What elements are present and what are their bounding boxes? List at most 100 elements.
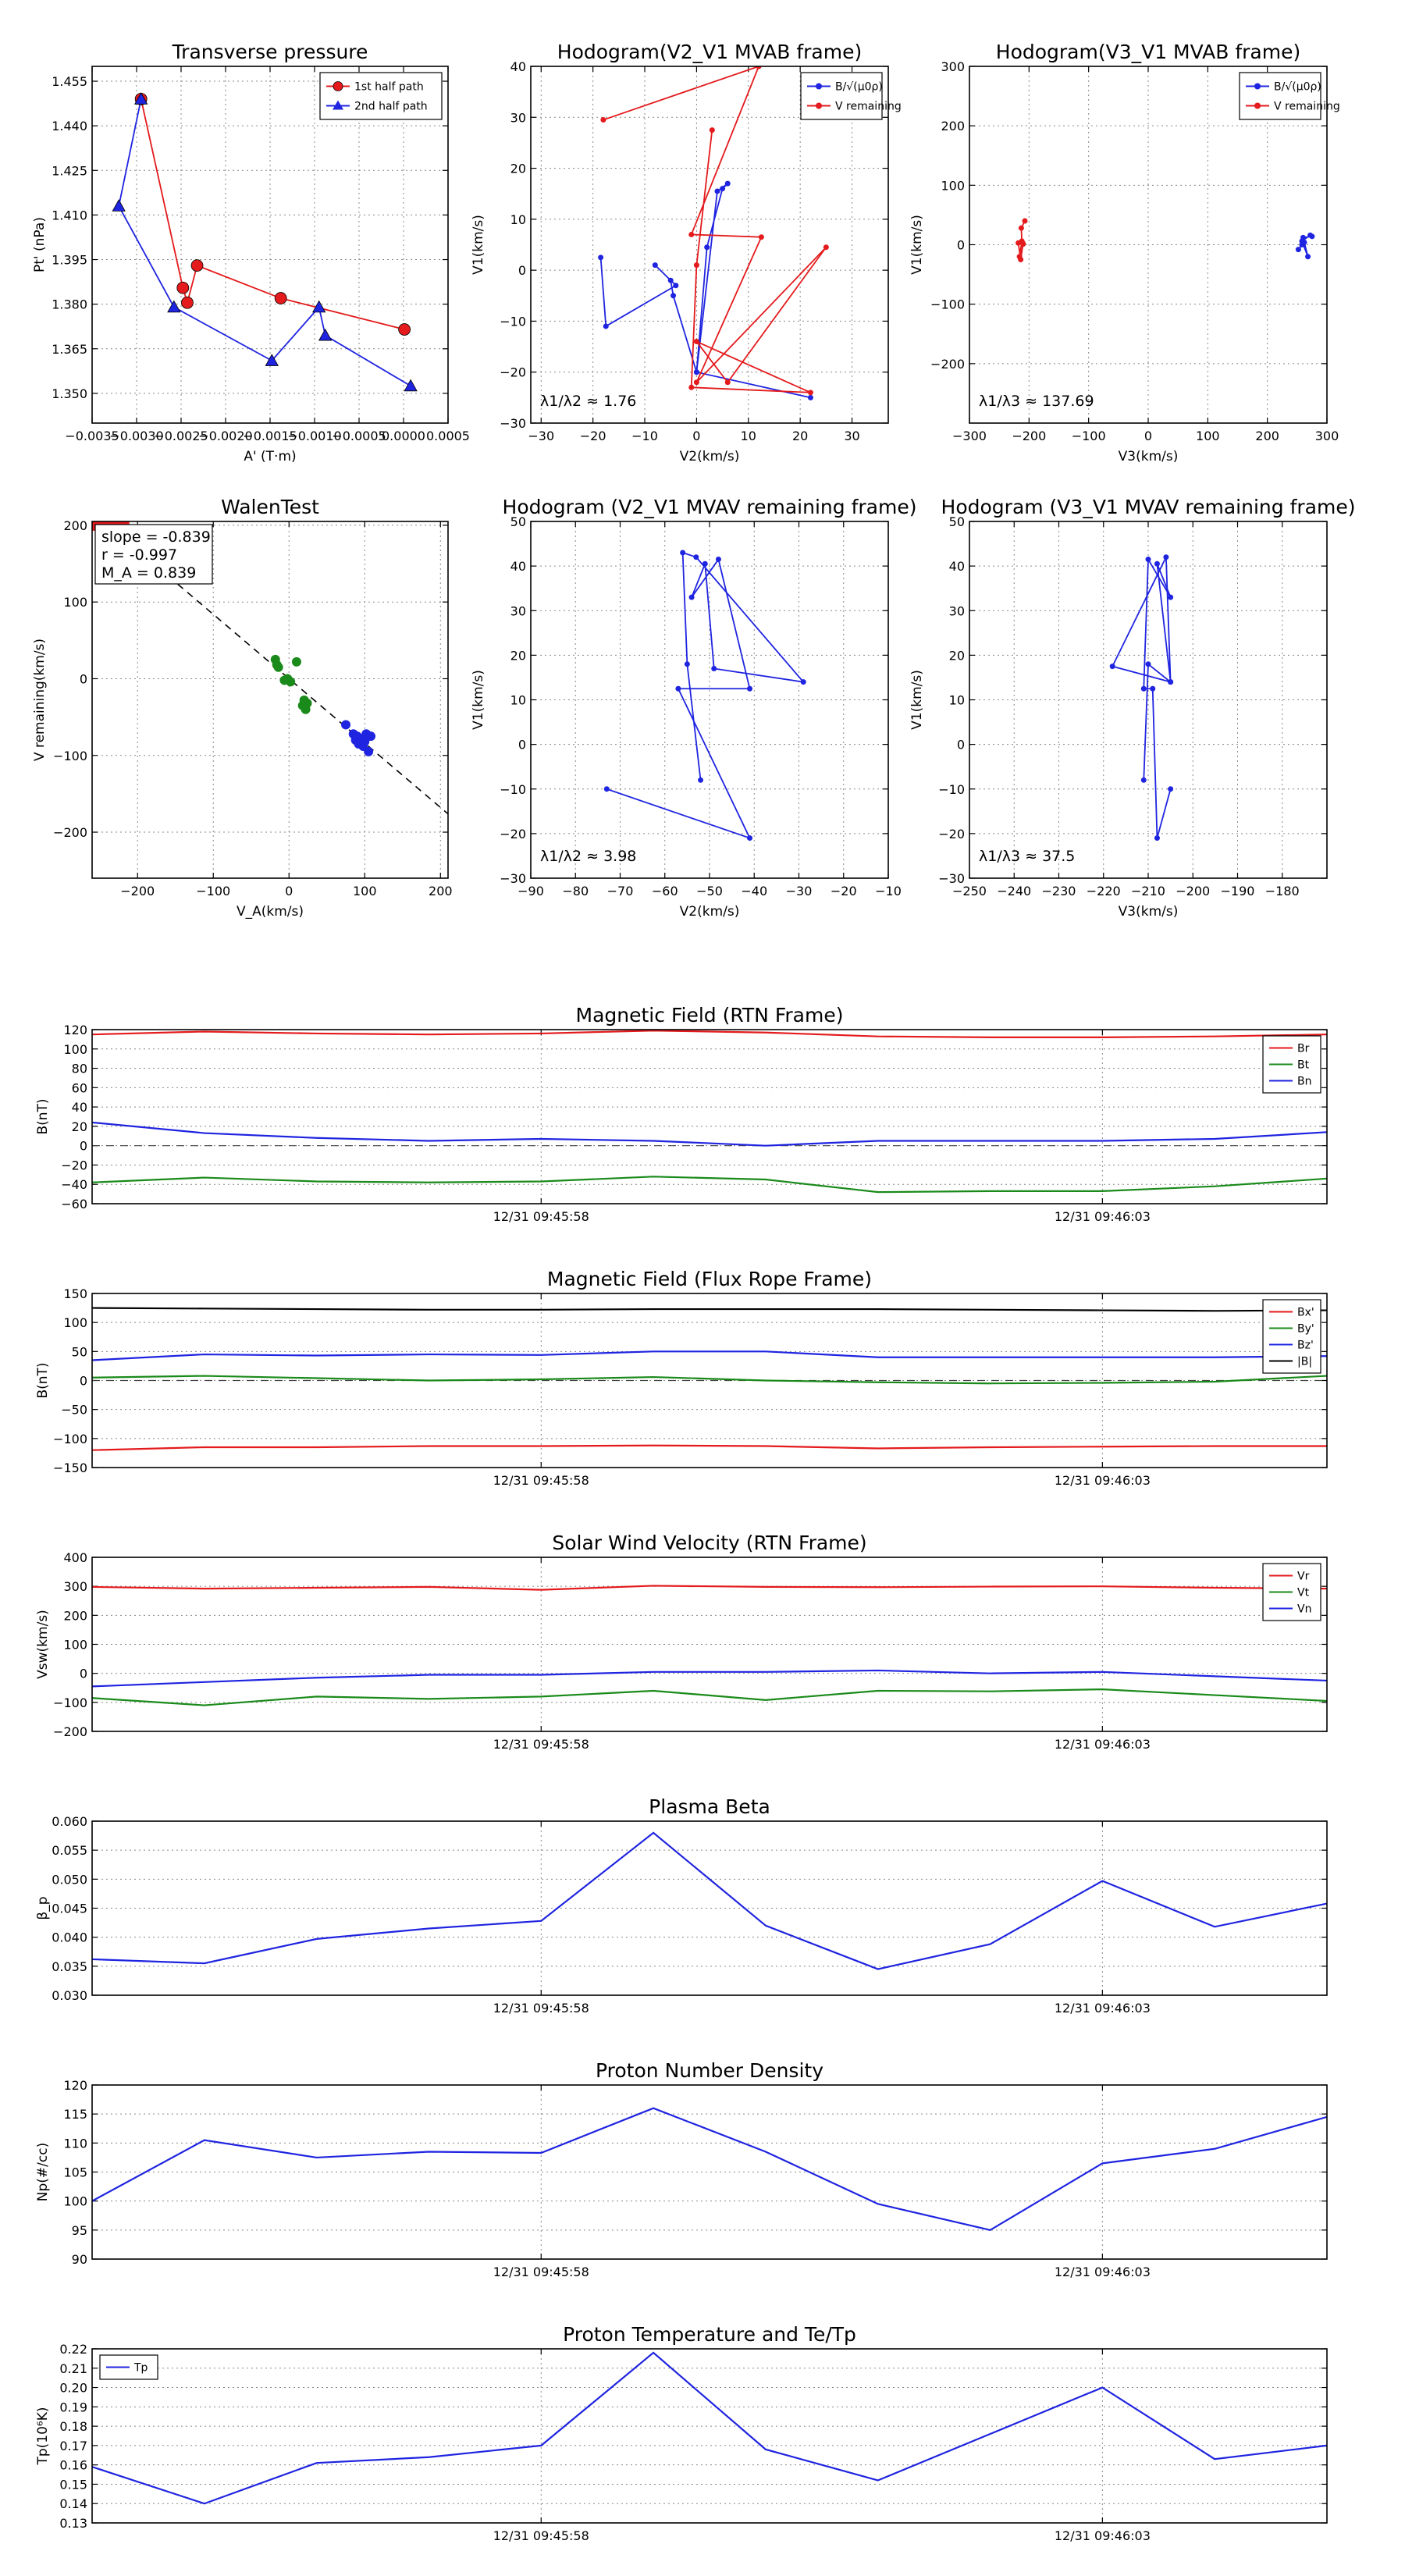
data-point xyxy=(720,186,726,192)
data-point xyxy=(1154,560,1160,567)
y-tick-label: 20 xyxy=(510,162,526,176)
series-line-Bt xyxy=(92,1176,1327,1194)
y-tick-label: −10 xyxy=(500,314,526,329)
data-point xyxy=(709,127,715,133)
data-point xyxy=(181,296,194,309)
ratio-annotation: λ1/λ3 ≈ 137.69 xyxy=(979,393,1094,410)
y-axis-label: Pt' (nPa) xyxy=(32,217,48,272)
y-tick-label: −10 xyxy=(500,782,526,797)
x-tick-label: −220 xyxy=(1087,884,1121,898)
x-tick-label: −300 xyxy=(952,429,987,443)
data-point xyxy=(1295,247,1301,253)
data-point xyxy=(312,300,326,313)
chart-title: Hodogram (V2_V1 MVAV remaining frame) xyxy=(503,496,917,518)
series-line-Bz' xyxy=(92,1350,1327,1361)
y-tick-label: 0.030 xyxy=(52,1988,87,2003)
y-tick-label: 30 xyxy=(510,603,526,618)
series-group xyxy=(1109,554,1174,841)
data-point xyxy=(724,180,731,187)
y-tick-label: 0.18 xyxy=(59,2419,87,2434)
data-point xyxy=(758,234,764,240)
y-tick-label: 0 xyxy=(80,1374,87,1389)
data-point xyxy=(747,835,753,841)
plot-frame xyxy=(530,521,889,879)
x-tick-label: 0 xyxy=(285,884,293,898)
data-point xyxy=(603,786,610,792)
plot-frame xyxy=(530,66,889,424)
fit-legend-text: M_A = 0.839 xyxy=(101,564,196,582)
y-tick-label: 50 xyxy=(949,514,965,529)
y-tick-label: −200 xyxy=(53,1724,87,1739)
gridlines xyxy=(92,1030,1327,1204)
y-tick-label: 100 xyxy=(63,1638,87,1653)
data-point xyxy=(1307,232,1314,238)
gridlines xyxy=(92,66,448,423)
data-point xyxy=(667,277,674,283)
data-point xyxy=(274,292,287,304)
data-point xyxy=(1140,777,1147,783)
y-tick-label: 40 xyxy=(510,559,526,574)
chart-bfr: 12/31 09:45:58 12/31 09:46:03 −150 −100 −50 0… xyxy=(35,1268,1328,1488)
data-point xyxy=(1140,685,1147,692)
x-tick-label: −80 xyxy=(562,884,589,898)
data-point xyxy=(688,594,695,600)
x-tick-label: 0 xyxy=(1144,429,1152,443)
y-tick-label: 200 xyxy=(63,518,87,533)
y-tick-label: 0.13 xyxy=(59,2516,87,2531)
data-point xyxy=(1299,238,1305,244)
series-group xyxy=(598,66,829,400)
y-tick-label: 0.21 xyxy=(59,2361,87,2376)
chart-title: Proton Number Density xyxy=(596,2059,823,2082)
data-point xyxy=(693,369,699,375)
legend-label: Br xyxy=(1297,1043,1310,1055)
data-point xyxy=(364,746,374,756)
data-point xyxy=(1018,257,1024,263)
series-group xyxy=(92,1585,1327,1706)
chart-title: Plasma Beta xyxy=(649,1795,770,1818)
data-point xyxy=(670,293,677,299)
x-tick-label: −90 xyxy=(518,884,544,898)
y-tick-label: 100 xyxy=(63,2194,87,2209)
y-axis-label: β_p xyxy=(35,1896,51,1920)
x-tick-label: −210 xyxy=(1131,884,1165,898)
chart-walen: −200 −100 0 100 200 −200 −100 0 100 200 WalenTest V… xyxy=(32,496,453,920)
gridlines xyxy=(92,1293,1327,1468)
x-tick-label: −250 xyxy=(952,884,987,898)
series-line-Tp xyxy=(92,2351,1327,2505)
x-tick-label: 0.0000 xyxy=(382,429,425,443)
series-group xyxy=(92,1307,1327,1451)
data-point xyxy=(1150,685,1156,692)
legend-marker xyxy=(1254,83,1261,90)
data-point xyxy=(176,281,190,294)
y-tick-label: −200 xyxy=(930,357,965,372)
y-tick-label: 10 xyxy=(510,212,526,227)
y-tick-label: 0 xyxy=(957,238,965,253)
y-tick-label: 0 xyxy=(80,1139,87,1154)
x-tick-label: −30 xyxy=(786,884,813,898)
data-point xyxy=(711,666,717,672)
series-line-Bx' xyxy=(92,1444,1327,1451)
chart-tpp: 12/31 09:45:58 12/31 09:46:03 0.13 0.14 0.15… xyxy=(35,2323,1328,2543)
y-tick-label: 10 xyxy=(510,693,526,708)
x-tick-label: 20 xyxy=(792,429,808,443)
plot-frame xyxy=(91,66,449,424)
x-tick-label: 12/31 09:46:03 xyxy=(1055,1473,1151,1488)
y-tick-label: 1.395 xyxy=(52,253,87,268)
x-axis-label: V3(km/s) xyxy=(1119,449,1179,464)
data-point xyxy=(807,390,813,396)
y-tick-label: 30 xyxy=(949,603,965,618)
chart-title: WalenTest xyxy=(221,496,319,518)
chart-bmag: 12/31 09:45:58 12/31 09:46:03 −60 −40 −20 0 20… xyxy=(35,1004,1328,1224)
x-tick-label: −10 xyxy=(875,884,902,898)
y-tick-label: −20 xyxy=(938,827,965,841)
data-point xyxy=(1018,225,1024,231)
y-tick-label: 80 xyxy=(72,1062,87,1076)
y-tick-label: −10 xyxy=(938,782,965,797)
data-point xyxy=(318,328,333,341)
x-tick-label: 12/31 09:46:03 xyxy=(1055,2001,1151,2016)
legend: B/√(μ0ρ) V remaining xyxy=(800,72,902,120)
y-tick-label: 0.045 xyxy=(52,1902,87,1916)
y-tick-label: 90 xyxy=(72,2252,87,2267)
y-tick-label: −30 xyxy=(500,416,526,431)
gridlines xyxy=(92,2349,1327,2523)
